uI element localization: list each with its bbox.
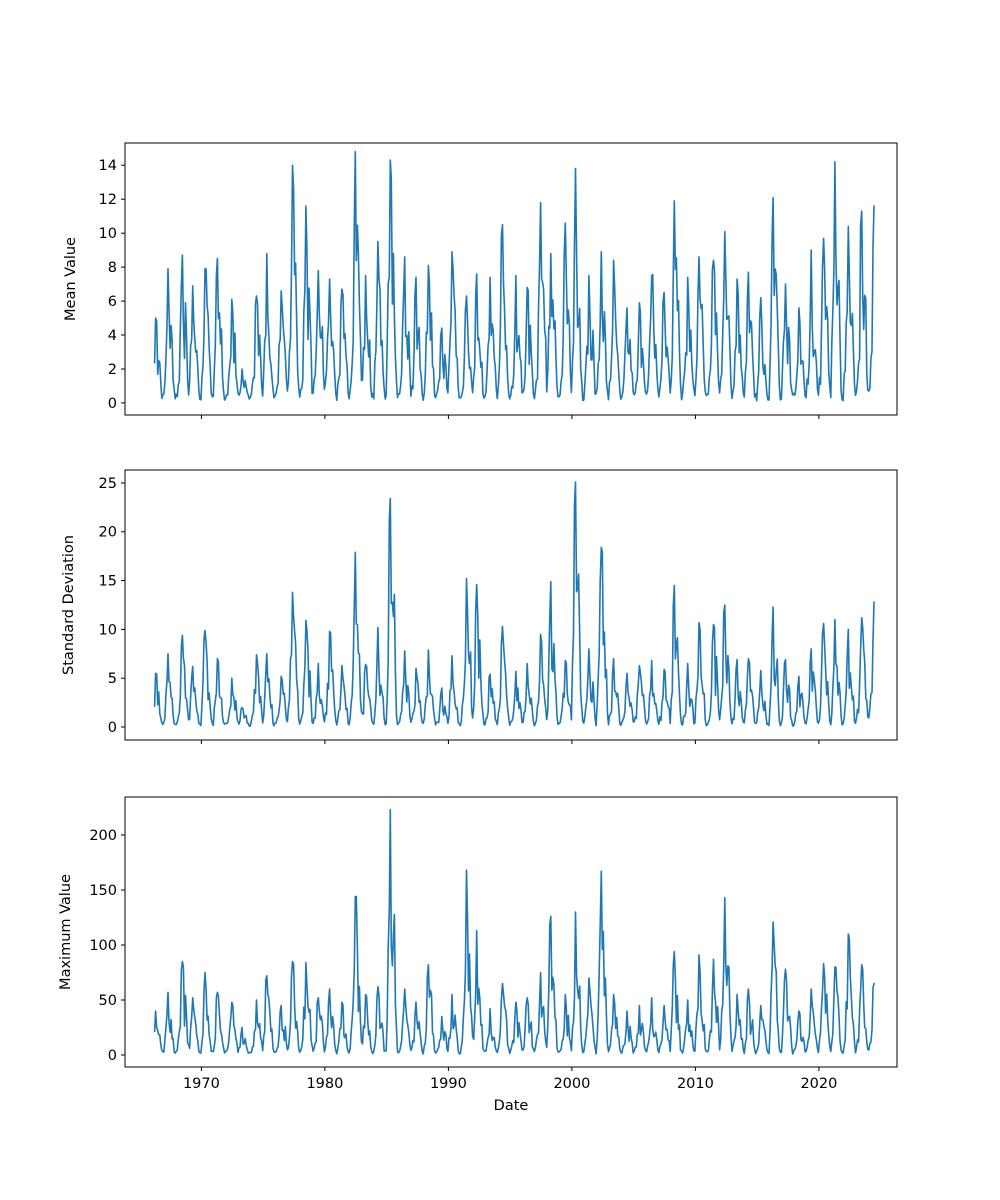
y-tick-label: 150 — [89, 883, 117, 899]
y-tick-label: 15 — [99, 574, 117, 590]
y-tick-label: 200 — [89, 828, 117, 844]
y-tick-label: 6 — [108, 294, 117, 310]
x-tick-label: 1990 — [430, 1076, 467, 1092]
x-tick-label: 2020 — [800, 1076, 837, 1092]
series-line — [153, 150, 875, 402]
y-tick-label: 50 — [99, 993, 117, 1009]
y-tick-label: 0 — [108, 396, 117, 412]
series-line — [153, 808, 875, 1055]
x-tick-label: 2010 — [677, 1076, 714, 1092]
y-axis-label-mean: Mean Value — [63, 237, 79, 321]
y-axis-label-std: Standard Deviation — [61, 535, 77, 675]
y-tick-label: 5 — [108, 671, 117, 687]
y-tick-label: 25 — [99, 476, 117, 492]
axes-frame — [124, 142, 898, 416]
x-tick-label: 1980 — [306, 1076, 343, 1092]
y-tick-label: 0 — [108, 1048, 117, 1064]
y-tick-label: 2 — [108, 362, 117, 378]
x-tick-label: 1970 — [183, 1076, 220, 1092]
y-tick-label: 10 — [99, 226, 117, 242]
x-tick-label: 2000 — [553, 1076, 590, 1092]
y-tick-label: 10 — [99, 622, 117, 638]
series-line — [153, 481, 875, 727]
axes-frame — [124, 469, 898, 741]
y-tick-label: 8 — [108, 260, 117, 276]
axes-frame — [124, 796, 898, 1068]
y-axis-label-max: Maximum Value — [58, 874, 74, 990]
generated-plot-content: 0 2 4 6 8 10 12 14 0 5 10 15 20 25 0 50 100 150 200 1970 198… — [89, 142, 898, 1092]
y-tick-label: 14 — [99, 158, 117, 174]
y-tick-label: 12 — [99, 192, 117, 208]
y-tick-label: 20 — [99, 525, 117, 541]
y-tick-label: 0 — [108, 720, 117, 736]
y-tick-label: 4 — [108, 328, 117, 344]
y-tick-label: 100 — [89, 938, 117, 954]
x-axis-label-date: Date — [494, 1098, 529, 1114]
